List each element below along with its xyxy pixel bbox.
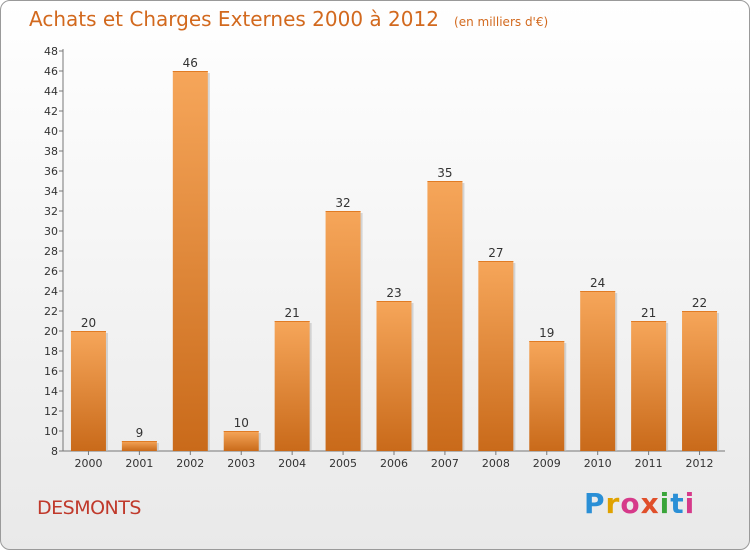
axes: 8 10 12 14 16 18 20 22 24 26 28 30 32 34 36 38 40 42 44 46 4… bbox=[44, 45, 725, 470]
y-tick-label: 12 bbox=[44, 405, 58, 418]
bar bbox=[376, 301, 412, 451]
x-tick-label: 2011 bbox=[635, 457, 663, 470]
data-label: 46 bbox=[183, 56, 198, 70]
y-tick-label: 28 bbox=[44, 245, 58, 258]
data-label: 35 bbox=[437, 166, 452, 180]
y-tick-label: 38 bbox=[44, 145, 58, 158]
y-tick-label: 34 bbox=[44, 185, 58, 198]
x-tick-label: 2000 bbox=[74, 457, 102, 470]
bar bbox=[172, 71, 208, 451]
y-tick-label: 26 bbox=[44, 265, 58, 278]
data-label: 23 bbox=[386, 286, 401, 300]
x-tick-label: 2004 bbox=[278, 457, 306, 470]
y-tick-label: 40 bbox=[44, 125, 58, 138]
bar bbox=[529, 341, 565, 451]
bar bbox=[70, 331, 106, 451]
proxiti-logo: Proxiti bbox=[584, 487, 695, 520]
y-tick-label: 24 bbox=[44, 285, 58, 298]
bar bbox=[682, 311, 718, 451]
data-label: 21 bbox=[641, 306, 656, 320]
data-label: 9 bbox=[136, 426, 144, 440]
logo-letter: P bbox=[584, 487, 606, 520]
logo-letter: i bbox=[684, 487, 696, 520]
data-label: 20 bbox=[81, 316, 96, 330]
x-tick-label: 2003 bbox=[227, 457, 255, 470]
y-tick-label: 16 bbox=[44, 365, 58, 378]
logo-letter: r bbox=[605, 487, 621, 520]
bars bbox=[70, 71, 720, 451]
x-tick-label: 2009 bbox=[533, 457, 561, 470]
x-tick-label: 2007 bbox=[431, 457, 459, 470]
logo-letter: x bbox=[640, 487, 660, 520]
y-tick-label: 36 bbox=[44, 165, 58, 178]
bar bbox=[223, 431, 259, 451]
y-tick-label: 14 bbox=[44, 385, 58, 398]
x-tick-label: 2010 bbox=[584, 457, 612, 470]
x-tick-label: 2006 bbox=[380, 457, 408, 470]
chart-subtitle: (en milliers d'€) bbox=[454, 15, 549, 29]
title-line: Achats et Charges Externes 2000 à 2012 (… bbox=[29, 7, 548, 31]
data-label: 19 bbox=[539, 326, 554, 340]
y-tick-label: 30 bbox=[44, 225, 58, 238]
bar bbox=[478, 261, 514, 451]
bar bbox=[580, 291, 616, 451]
logo-letter: o bbox=[620, 487, 641, 520]
data-label: 32 bbox=[335, 196, 350, 210]
chart-title: Achats et Charges Externes 2000 à 2012 bbox=[29, 7, 439, 31]
y-tick-label: 8 bbox=[51, 445, 58, 458]
data-label: 24 bbox=[590, 276, 605, 290]
data-labels: 20 9 46 10 21 32 23 35 27 19 24 21 22 bbox=[81, 56, 707, 440]
y-tick-label: 10 bbox=[44, 425, 58, 438]
y-tick-label: 20 bbox=[44, 325, 58, 338]
logo-letter: t bbox=[670, 487, 685, 520]
y-tick-label: 32 bbox=[44, 205, 58, 218]
bar bbox=[121, 441, 157, 451]
y-tick-label: 22 bbox=[44, 305, 58, 318]
data-label: 10 bbox=[234, 416, 249, 430]
city-name: DESMONTS bbox=[37, 497, 141, 519]
data-label: 21 bbox=[285, 306, 300, 320]
y-tick-label: 46 bbox=[44, 65, 58, 78]
x-tick-label: 2008 bbox=[482, 457, 510, 470]
y-tick-label: 44 bbox=[44, 85, 58, 98]
data-label: 22 bbox=[692, 296, 707, 310]
logo-letter: i bbox=[659, 487, 671, 520]
bar bbox=[631, 321, 667, 451]
bar bbox=[325, 211, 361, 451]
x-tick-label: 2001 bbox=[125, 457, 153, 470]
data-label: 27 bbox=[488, 246, 503, 260]
x-tick-label: 2012 bbox=[686, 457, 714, 470]
x-tick-label: 2005 bbox=[329, 457, 357, 470]
y-tick-label: 18 bbox=[44, 345, 58, 358]
bar bbox=[274, 321, 310, 451]
y-tick-label: 48 bbox=[44, 45, 58, 58]
bar bbox=[427, 181, 463, 451]
x-tick-label: 2002 bbox=[176, 457, 204, 470]
y-tick-label: 42 bbox=[44, 105, 58, 118]
